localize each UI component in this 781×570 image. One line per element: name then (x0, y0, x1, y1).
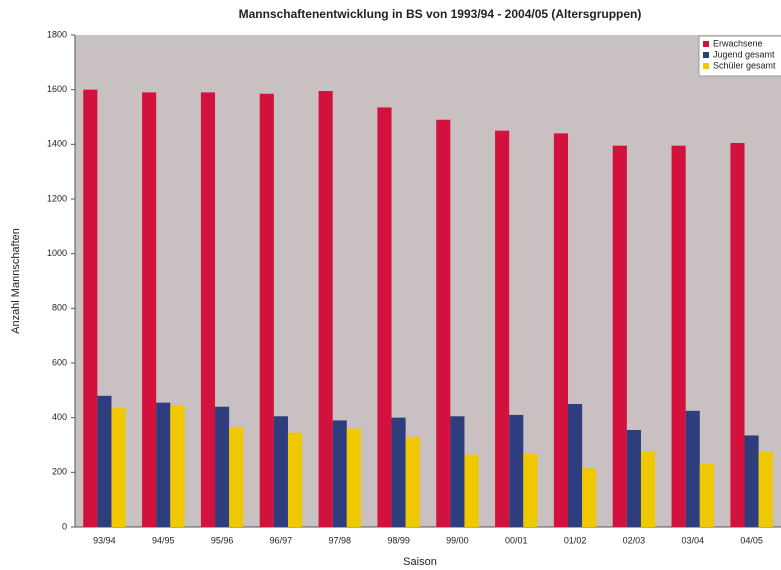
bar (495, 130, 510, 527)
y-tick-label: 600 (52, 357, 67, 367)
bar (97, 395, 112, 527)
bar (259, 93, 274, 528)
bar (758, 451, 773, 527)
bar (464, 454, 479, 527)
bar (332, 420, 347, 527)
bar (156, 402, 171, 527)
x-tick-label: 97/98 (328, 535, 351, 545)
legend-swatch (703, 41, 709, 47)
bar (685, 410, 700, 527)
bar (568, 404, 583, 527)
x-tick-label: 00/01 (505, 535, 528, 545)
y-tick-label: 0 (62, 521, 67, 531)
y-axis-title: Anzahl Mannschaften (10, 228, 22, 334)
bar (553, 133, 569, 527)
y-tick-label: 1800 (47, 29, 67, 39)
bar (671, 145, 686, 527)
x-tick-label: 04/05 (740, 535, 763, 545)
bar (200, 92, 216, 528)
y-tick-label: 400 (52, 412, 67, 422)
x-tick-label: 03/04 (681, 535, 704, 545)
y-tick-label: 1200 (47, 193, 67, 203)
x-tick-label: 02/03 (623, 535, 646, 545)
bar (273, 416, 288, 527)
y-tick-label: 200 (52, 467, 67, 477)
legend-swatch (703, 63, 709, 69)
bar (612, 145, 627, 527)
bar (626, 429, 641, 527)
bar (287, 432, 303, 527)
legend-label: Jugend gesamt (713, 49, 775, 59)
bar (170, 405, 185, 527)
bar (83, 89, 98, 528)
y-tick-label: 1000 (47, 248, 67, 258)
bar (730, 142, 745, 527)
legend-box (698, 35, 781, 77)
bar (142, 92, 157, 528)
bar (229, 427, 244, 527)
x-tick-label: 98/99 (387, 535, 410, 545)
y-tick-label: 1400 (47, 139, 67, 149)
bar (509, 414, 524, 527)
y-tick-label: 800 (52, 303, 67, 313)
x-axis-title: Saison (403, 556, 437, 568)
bar (523, 453, 538, 527)
bar (744, 435, 759, 527)
x-tick-label: 96/97 (270, 535, 293, 545)
bar (640, 451, 656, 527)
x-tick-label: 94/95 (152, 535, 175, 545)
x-tick-label: 95/96 (211, 535, 234, 545)
chart-title: Mannschaftenentwicklung in BS von 1993/9… (239, 7, 642, 21)
plot-area (75, 35, 781, 527)
bar (377, 107, 392, 527)
bar (111, 408, 126, 527)
x-tick-label: 01/02 (564, 535, 587, 545)
bar (391, 417, 406, 527)
bar (405, 436, 420, 527)
x-tick-label: 93/94 (93, 535, 116, 545)
legend-label: Schüler gesamt (713, 60, 776, 70)
bar (699, 464, 714, 527)
legend-label: Erwachsene (713, 38, 763, 48)
bar (450, 416, 465, 527)
y-tick-label: 1600 (47, 84, 67, 94)
bar (346, 428, 361, 527)
legend-swatch (703, 52, 709, 58)
x-tick-label: 99/00 (446, 535, 469, 545)
bar (436, 119, 451, 527)
bar (582, 468, 597, 527)
bar (318, 91, 333, 528)
bar (215, 406, 230, 527)
